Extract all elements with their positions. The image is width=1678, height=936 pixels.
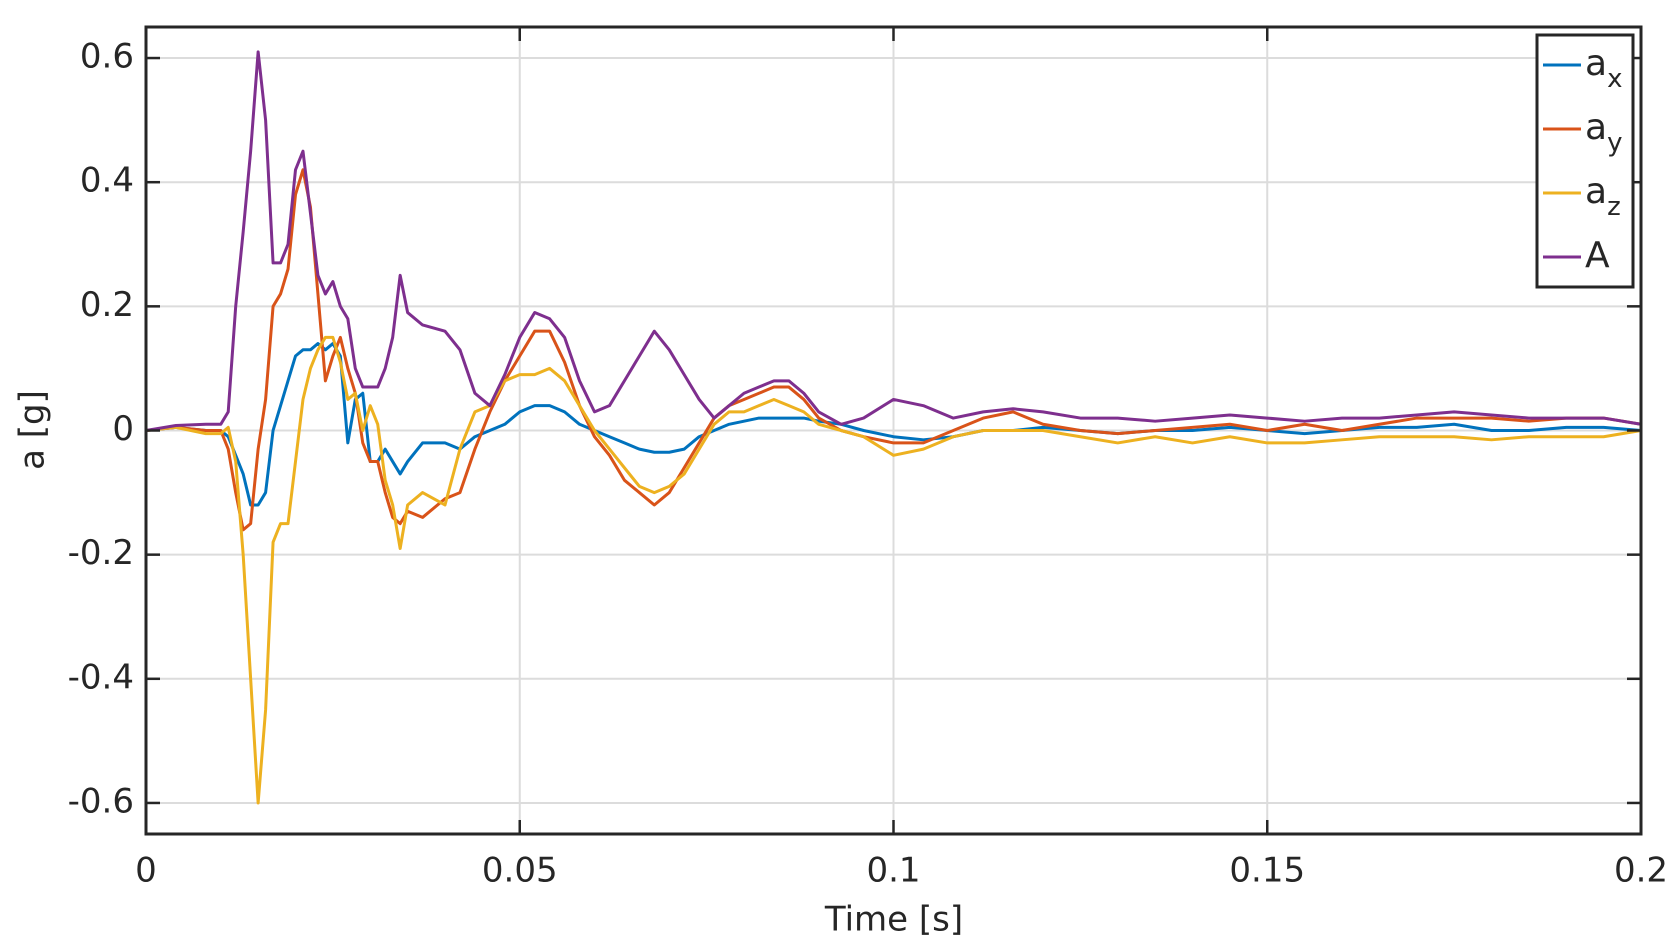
plot-lines xyxy=(145,50,1642,805)
legend-label: ay xyxy=(1585,107,1622,158)
y-tick-label: 0.6 xyxy=(80,37,134,77)
series-line xyxy=(145,168,1642,532)
legend-box xyxy=(1535,33,1635,289)
grid xyxy=(145,27,1642,834)
x-tick-label: 0.2 xyxy=(1614,851,1668,891)
series-line xyxy=(145,335,1642,805)
legend-label: ax xyxy=(1585,43,1622,94)
x-tick-label: 0 xyxy=(135,851,157,891)
y-tick-label: 0.4 xyxy=(80,161,134,201)
x-axis-label: Time [s] xyxy=(824,900,963,936)
y-tick-label: 0 xyxy=(112,409,134,449)
y-tick-label: -0.2 xyxy=(68,533,134,573)
x-tick-label: 0.15 xyxy=(1229,851,1305,891)
legend-name: a xyxy=(1585,43,1607,84)
y-tick-label: -0.6 xyxy=(68,781,134,821)
y-tick-label: -0.4 xyxy=(68,657,134,697)
legend-name: a xyxy=(1585,171,1607,212)
legend-label: A xyxy=(1585,235,1610,276)
legend-subscript: z xyxy=(1607,192,1621,222)
x-tick-label: 0.1 xyxy=(866,851,920,891)
legend-name: a xyxy=(1585,107,1607,148)
legend-label: az xyxy=(1585,171,1621,222)
x-tick-label: 0.05 xyxy=(482,851,558,891)
legend-name: A xyxy=(1585,235,1610,276)
legend-subscript: y xyxy=(1607,128,1622,158)
y-tick-label: 0.2 xyxy=(80,285,134,325)
legend-subscript: x xyxy=(1607,64,1622,94)
y-axis-label: a [g] xyxy=(13,390,53,470)
ticks: -0.6 -0.4 -0.2 0 0.2 0.4 0.6 0 0.05 0.1 0.15 0.2 xyxy=(68,27,1668,891)
series-line xyxy=(145,50,1642,432)
